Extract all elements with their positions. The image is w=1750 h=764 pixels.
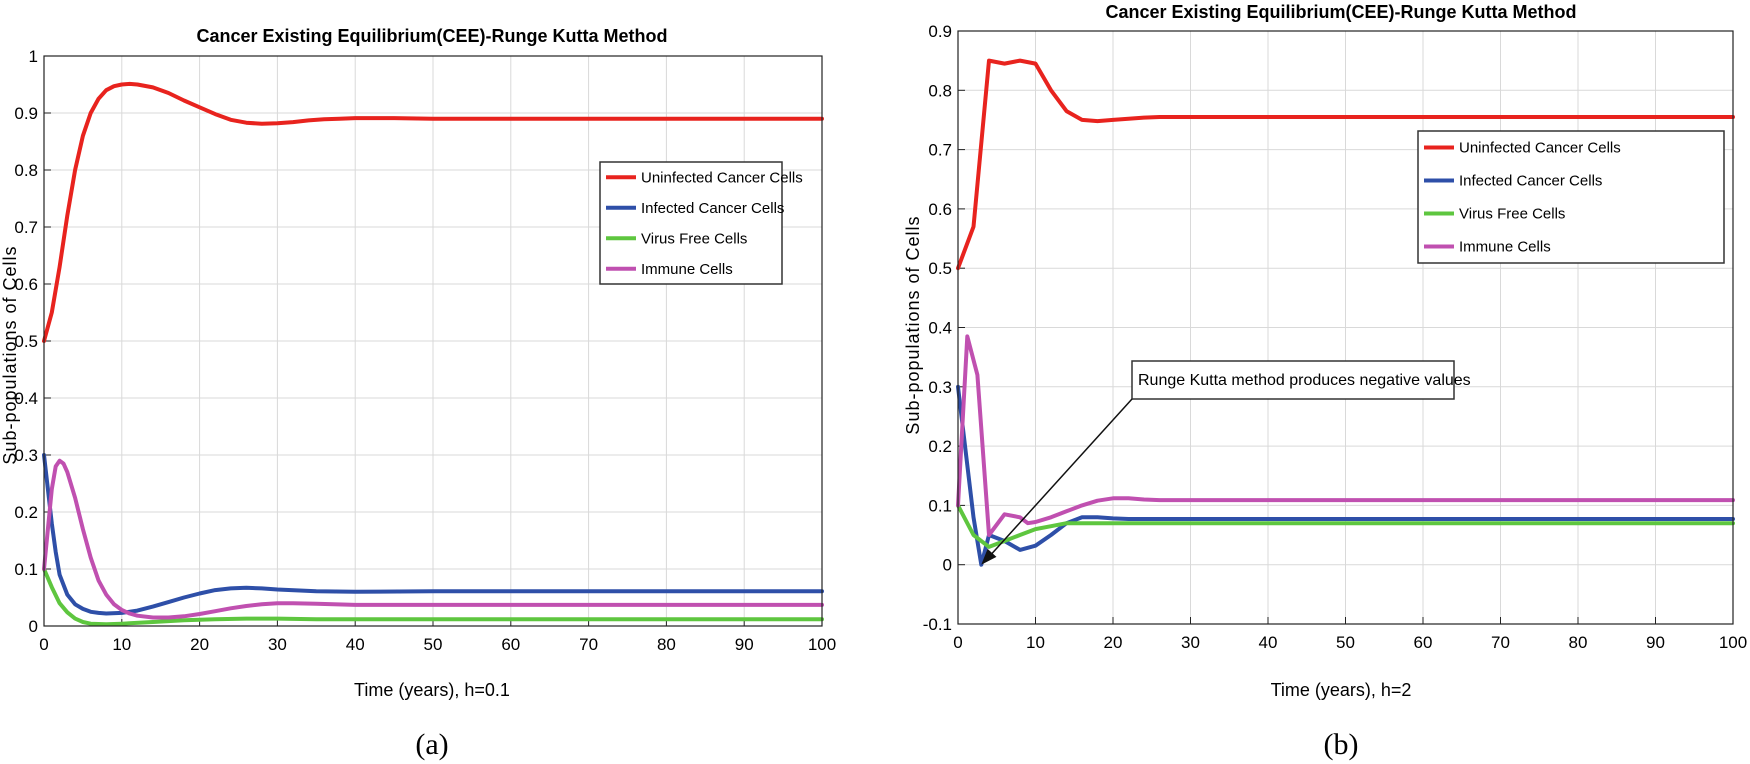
series-line-2 <box>956 384 1735 567</box>
x-tick-label: 80 <box>1569 633 1588 652</box>
legend-label: Virus Free Cells <box>1459 206 1565 223</box>
y-tick-label: 0.4 <box>928 319 952 338</box>
panel-caption: (b) <box>1324 728 1359 761</box>
y-tick-label: 0.2 <box>14 503 38 522</box>
x-tick-label: 30 <box>268 635 287 654</box>
legend: Uninfected Cancer Cells Infected Cancer C… <box>599 161 803 285</box>
x-tick-label: 60 <box>501 635 520 654</box>
chart-panel-b: Cancer Existing Equilibrium(CEE)-Runge K… <box>903 2 1747 761</box>
chart-title: Cancer Existing Equilibrium(CEE)-Runge K… <box>1105 2 1576 22</box>
legend: Uninfected Cancer Cells Infected Cancer C… <box>1417 130 1725 264</box>
x-tick-label: 40 <box>1259 633 1278 652</box>
annotation-arrow-line <box>986 398 1133 560</box>
y-tick-label: 0.7 <box>14 218 38 237</box>
x-tick-label: 70 <box>1491 633 1510 652</box>
series-line-4 <box>956 334 1735 537</box>
series-line-3 <box>956 503 1735 549</box>
series-line-1 <box>956 58 1735 271</box>
x-tick-label: 100 <box>808 635 836 654</box>
x-tick-label: 0 <box>39 635 48 654</box>
y-tick-label: 0.1 <box>928 496 952 515</box>
y-tick-label: 0.2 <box>928 437 952 456</box>
chart-title: Cancer Existing Equilibrium(CEE)-Runge K… <box>196 26 667 46</box>
legend-label: Infected Cancer Cells <box>641 200 784 217</box>
y-tick-label: -0.1 <box>923 615 952 634</box>
legend-label: Uninfected Cancer Cells <box>641 169 803 186</box>
legend-label: Immune Cells <box>1459 239 1551 256</box>
x-tick-label: 10 <box>112 635 131 654</box>
y-tick-label: 0.1 <box>14 560 38 579</box>
y-tick-label: 1 <box>29 47 38 66</box>
legend-label: Virus Free Cells <box>641 230 747 247</box>
y-tick-label: 0.8 <box>14 161 38 180</box>
annotation-text: Runge Kutta method produces negative val… <box>1138 372 1471 389</box>
legend-label: Uninfected Cancer Cells <box>1459 140 1621 157</box>
y-tick-label: 0 <box>29 617 38 636</box>
series-line-1 <box>42 81 824 343</box>
x-tick-label: 50 <box>1336 633 1355 652</box>
y-tick-label: 0 <box>943 556 952 575</box>
x-tick-label: 90 <box>735 635 754 654</box>
annotation-box <box>1131 360 1455 400</box>
x-axis-label: Time (years), h=2 <box>1271 680 1412 700</box>
y-tick-label: 0.5 <box>928 259 952 278</box>
legend-label: Immune Cells <box>641 261 733 278</box>
x-tick-label: 100 <box>1719 633 1747 652</box>
panel-caption: (a) <box>415 728 448 761</box>
x-tick-label: 90 <box>1646 633 1665 652</box>
annotation: Runge Kutta method produces negative val… <box>981 360 1471 565</box>
axes-frame <box>43 55 823 627</box>
y-axis-label: Sub-populations of Cells <box>0 245 20 464</box>
x-tick-label: 20 <box>190 635 209 654</box>
y-tick-label: 0.6 <box>14 275 38 294</box>
x-tick-label: 40 <box>346 635 365 654</box>
x-tick-label: 50 <box>424 635 443 654</box>
y-tick-label: 0.8 <box>928 81 952 100</box>
y-tick-label: 0.4 <box>14 389 38 408</box>
y-tick-label: 0.3 <box>14 446 38 465</box>
annotation-arrow-head <box>981 548 997 565</box>
series-line-3 <box>42 567 824 627</box>
y-tick-label: 0.7 <box>928 141 952 160</box>
series-line-4 <box>42 458 824 620</box>
x-tick-label: 30 <box>1181 633 1200 652</box>
x-tick-label: 20 <box>1104 633 1123 652</box>
y-tick-label: 0.3 <box>928 378 952 397</box>
x-tick-label: 70 <box>579 635 598 654</box>
x-axis-label: Time (years), h=0.1 <box>354 680 510 700</box>
series-line-2 <box>42 453 824 616</box>
x-tick-label: 10 <box>1026 633 1045 652</box>
x-tick-label: 0 <box>953 633 962 652</box>
y-tick-label: 0.9 <box>14 104 38 123</box>
legend-box <box>599 161 783 285</box>
x-tick-label: 60 <box>1414 633 1433 652</box>
y-tick-label: 0.9 <box>928 22 952 41</box>
chart-panel-a: Cancer Existing Equilibrium(CEE)-Runge K… <box>0 26 836 761</box>
axes-frame <box>957 30 1734 625</box>
y-tick-label: 0.5 <box>14 332 38 351</box>
legend-box <box>1417 130 1725 264</box>
legend-label: Infected Cancer Cells <box>1459 173 1602 190</box>
y-axis-label: Sub-populations of Cells <box>903 215 923 434</box>
x-tick-label: 80 <box>657 635 676 654</box>
y-tick-label: 0.6 <box>928 200 952 219</box>
